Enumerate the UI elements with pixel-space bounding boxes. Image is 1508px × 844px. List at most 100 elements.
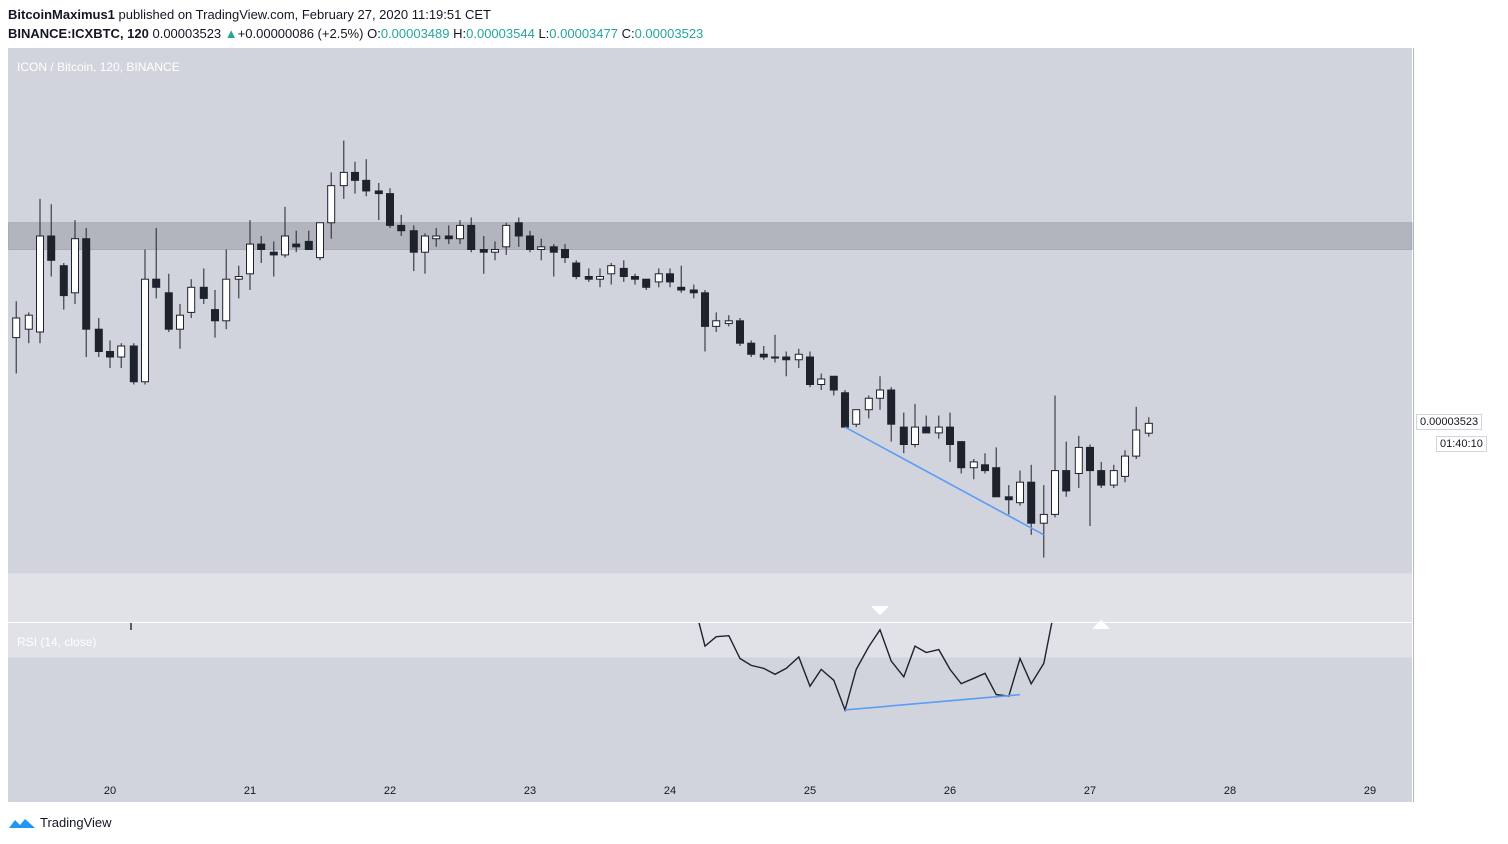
candle-body	[246, 243, 254, 275]
candle	[502, 222, 511, 255]
candle-body	[351, 171, 359, 181]
candle	[829, 375, 838, 396]
candle-body	[607, 265, 616, 275]
candle	[561, 244, 569, 263]
bullish-marker-icon	[1092, 619, 1111, 629]
candle-body	[327, 185, 336, 224]
candle-body	[817, 378, 826, 385]
candle-body	[479, 249, 488, 253]
author-name[interactable]: BitcoinMaximus1	[8, 7, 115, 22]
candle-body	[106, 351, 114, 358]
candle-body	[712, 320, 721, 327]
candle-body	[841, 392, 849, 428]
x-tick-label: 28	[1224, 785, 1236, 797]
price-change: +0.00000086 (+2.5%)	[237, 26, 364, 41]
candle	[537, 238, 546, 261]
candle-body	[257, 243, 266, 251]
chart-canvas[interactable]: 202122232425262728290.000048000.00004600…	[8, 48, 1414, 802]
candle	[584, 268, 593, 282]
candle-body	[59, 265, 68, 297]
candle-body	[374, 190, 383, 195]
candle-body	[187, 286, 196, 313]
candle-body	[794, 353, 803, 361]
resistance-zone	[8, 222, 1413, 250]
candle	[876, 376, 884, 410]
candle	[82, 228, 91, 357]
candle-body	[421, 235, 429, 253]
candle-body	[526, 235, 534, 250]
rsi-title: RSI (14, close)	[17, 635, 97, 649]
candle	[946, 412, 954, 462]
candle	[36, 198, 44, 344]
candle	[549, 244, 558, 277]
candle	[666, 268, 674, 288]
candle	[689, 284, 698, 299]
candle-body	[584, 276, 593, 280]
candle-body	[677, 286, 686, 291]
candle	[234, 265, 243, 299]
candle	[794, 348, 803, 368]
candle-body	[631, 276, 639, 280]
candle-body	[467, 224, 476, 250]
candle	[712, 312, 721, 332]
candle	[759, 346, 768, 360]
rsi-pane	[8, 573, 1412, 773]
candle	[852, 409, 861, 428]
low-label: L:	[538, 26, 550, 41]
candle-body	[747, 342, 756, 355]
candle-body	[619, 267, 628, 277]
candle-body	[654, 273, 663, 283]
candle-body	[806, 356, 814, 385]
candle	[957, 441, 966, 474]
candle	[1097, 461, 1106, 488]
candle-body	[1004, 496, 1013, 501]
symbol-info: BINANCE:ICXBTC, 120 0.00003523 ▲+0.00000…	[8, 26, 703, 41]
candle	[981, 453, 989, 474]
candle	[222, 249, 231, 330]
rsi-trendline	[844, 693, 1021, 711]
candle	[934, 415, 943, 439]
candle-body	[957, 441, 966, 469]
price-trendline	[844, 426, 1045, 536]
candle	[806, 351, 814, 388]
x-tick-label: 27	[1084, 785, 1096, 797]
candle-body	[1051, 470, 1059, 515]
candle-body	[946, 426, 954, 446]
candle-body	[444, 235, 453, 240]
candle	[456, 220, 464, 245]
open-value: 0.00003489	[380, 26, 450, 41]
candle	[281, 206, 289, 258]
candle-body	[701, 292, 709, 327]
candle	[1039, 485, 1048, 558]
candle	[351, 161, 359, 194]
candle-body	[397, 224, 406, 232]
candle-body	[759, 353, 768, 358]
candle-body	[71, 238, 79, 294]
published-text: published on TradingView.com, February 2…	[118, 7, 491, 22]
axes: 202122232425262728290.000048000.00004600…	[8, 48, 1414, 802]
candle	[607, 263, 616, 285]
candle-body	[36, 235, 44, 333]
price-pane	[8, 48, 1413, 622]
high-label: H:	[453, 26, 467, 41]
candle	[316, 222, 324, 261]
x-tick-label: 24	[664, 785, 676, 797]
candle-body	[47, 235, 56, 261]
x-tick-label: 20	[104, 785, 116, 797]
candle-body	[689, 289, 698, 294]
candle	[747, 340, 756, 357]
candle	[899, 412, 908, 454]
x-tick-label: 29	[1364, 785, 1376, 797]
candle	[12, 301, 21, 374]
candle-body	[164, 292, 173, 330]
candle	[1016, 470, 1024, 506]
candle-body	[24, 314, 33, 330]
candle	[467, 217, 476, 253]
candle-body	[339, 171, 348, 187]
candle-body	[642, 278, 651, 288]
publish-info: BitcoinMaximus1 published on TradingView…	[8, 7, 491, 22]
candle-body	[1144, 422, 1153, 434]
candle-body	[292, 243, 301, 248]
candle	[444, 225, 453, 245]
footer-brand[interactable]: TradingView	[8, 815, 112, 830]
